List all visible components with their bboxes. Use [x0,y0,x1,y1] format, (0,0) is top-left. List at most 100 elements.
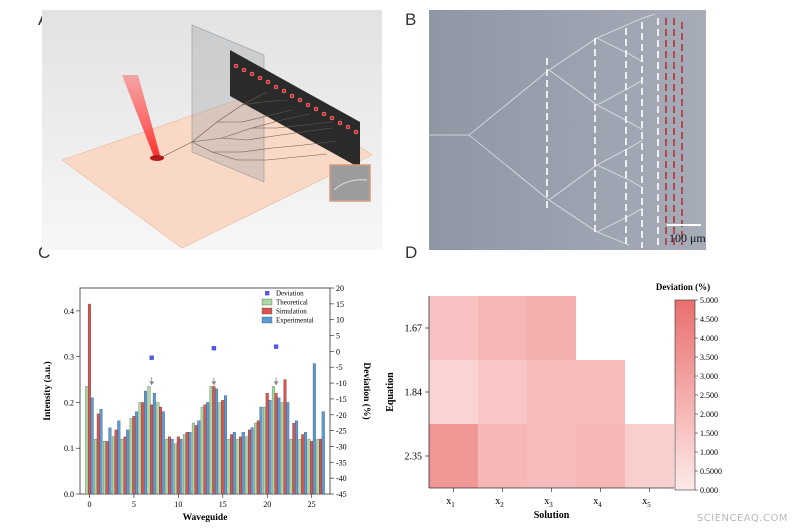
bar-theoretical [111,436,115,495]
heatmap-cell [478,424,527,488]
row-label: 1.84 [405,388,423,399]
y2-tick-label: 15 [336,300,344,309]
scale-bar-label: 100 μm [669,231,706,245]
laser-spot [150,155,164,161]
bar-simulation [274,393,278,495]
y-tick-label: 0.2 [64,398,74,407]
bar-simulation [114,429,118,495]
colorbar-tick-label: 4.500 [700,315,718,324]
bar-simulation [194,425,198,495]
bar-theoretical [298,438,302,495]
legend-swatch [261,307,273,315]
deviation-marker [211,346,217,351]
detector-screen [230,50,360,168]
bar-experimental [286,402,290,495]
y2-tick-label: -40 [336,474,347,483]
heatmap-cell [576,360,625,424]
y2-axis-label: Deviation (%) [361,362,372,419]
bar-simulation [319,438,323,495]
sem-red-dashes [665,18,683,248]
bar-simulation [301,434,305,495]
col-label: x4 [593,496,602,509]
bar-experimental [268,400,272,495]
bar-theoretical [263,406,266,495]
bar-simulation [123,436,127,495]
bar-experimental [161,411,165,495]
heatmap-cell [625,424,674,488]
colorbar-tick-label: 2.500 [700,391,718,400]
bar-simulation [132,416,136,495]
panel-label-b: B [405,10,417,29]
bar-simulation [105,441,109,495]
y2-tick-label: -25 [336,427,347,436]
legend-label: Deviation [276,290,304,298]
heatmap-cell [429,360,478,424]
bar-experimental [312,363,316,495]
colorbar-tick-label: 0.5000 [700,467,722,476]
col-label-base: x [446,496,451,507]
heatmap-cell [527,296,576,360]
bar-theoretical [245,436,249,495]
y2-tick-label: -45 [336,490,347,499]
sem-waveguide-tree [429,13,656,246]
bar-theoretical [120,438,124,495]
bar-simulation [159,406,163,495]
bar-experimental [232,432,236,495]
x-tick-label: 10 [174,500,182,509]
bar-theoretical [200,406,204,495]
colorbar-tick-label: 1.000 [700,448,718,457]
sem-white-dashes [546,18,659,248]
y2-tick-label: -35 [336,458,347,467]
bar-experimental [295,420,299,495]
x-axis-label: Waveguide [183,513,228,523]
legend-label: Experimental [276,317,314,325]
y2-tick-label: -30 [336,442,347,451]
y2-tick-label: 0 [336,347,340,356]
heatmap-y-label: Equation [385,372,396,412]
bar-experimental [197,420,201,495]
bar-theoretical [85,386,89,495]
col-label: x1 [446,496,455,509]
bar-experimental [126,429,130,495]
y2-tick-label: 20 [336,284,344,293]
legend-swatch [261,298,273,306]
colorbar-tick-label: 3.500 [700,353,718,362]
bar-theoretical [147,386,151,495]
x-tick-label: 0 [87,500,91,509]
bar-experimental [188,432,192,495]
bar-simulation [310,441,314,495]
bar-experimental [215,388,219,495]
y-tick-label: 0.1 [64,444,74,453]
bar-theoretical [280,402,284,495]
y-tick-label: 0.4 [64,307,74,316]
legend-label: Theoretical [276,299,308,307]
deviation-marker [149,355,154,360]
colorbar-tick-label: 5.000 [700,296,718,305]
bar-theoretical [94,438,98,495]
bar-experimental [144,390,147,495]
colorbar [674,299,696,491]
legend-label: Simulation [276,308,307,316]
col-label-sub: 4 [598,501,602,509]
legend-swatch [265,291,270,296]
sem-background [429,10,706,250]
bar-theoretical [227,438,231,495]
bar-theoretical [316,438,320,495]
bar-experimental [90,397,94,495]
legend-swatch [261,316,273,324]
bar-experimental [250,427,254,495]
col-label-sub: 1 [451,501,455,509]
col-label-base: x [495,496,500,507]
bar-theoretical [174,443,178,495]
bar-experimental [321,411,325,495]
bar-experimental [170,438,174,495]
col-label-base: x [593,496,598,507]
device-illustration [42,10,382,250]
heatmap-cell [527,424,576,488]
bar-theoretical [156,402,160,495]
bar-experimental [108,427,112,495]
colorbar-title: Deviation (%) [656,282,710,292]
x-tick-label: 5 [132,500,136,509]
bar-simulation [203,404,207,495]
y2-tick-label: -15 [336,395,347,404]
